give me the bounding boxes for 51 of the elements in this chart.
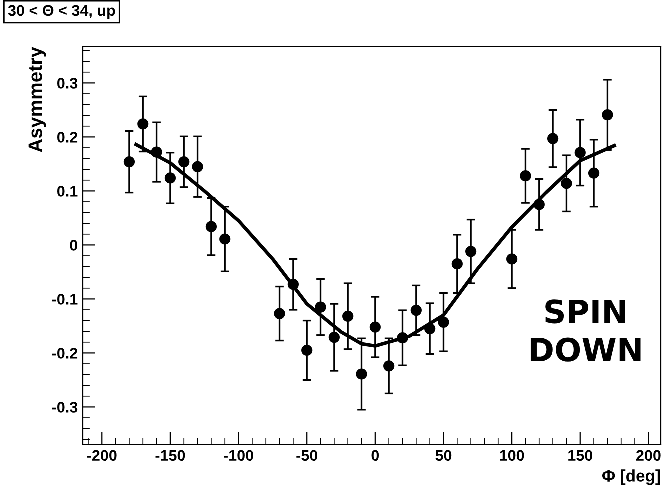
- point: [410, 304, 422, 316]
- point: [151, 146, 162, 158]
- point: [438, 316, 450, 328]
- y-axis-title: Asymmetry: [28, 47, 46, 152]
- x-tick-label: -150: [156, 450, 186, 462]
- y-tick-label: -0.1: [52, 294, 78, 305]
- point: [574, 147, 586, 158]
- point: [220, 234, 231, 245]
- point: [466, 246, 477, 258]
- point: [424, 323, 436, 334]
- y-tick-label: 0.1: [58, 186, 78, 197]
- x-tick-label: 0: [372, 450, 380, 462]
- y-tick-label: -0.3: [52, 402, 78, 413]
- y-tick-label: 0: [70, 240, 78, 251]
- point: [384, 360, 395, 372]
- point: [397, 332, 408, 344]
- point: [370, 322, 381, 333]
- point: [274, 308, 286, 320]
- point: [315, 302, 326, 313]
- point: [506, 254, 518, 265]
- y-tick-label: 0.3: [58, 78, 78, 89]
- point: [328, 332, 340, 344]
- point: [547, 133, 559, 144]
- point: [138, 118, 149, 130]
- point: [342, 310, 354, 322]
- point: [164, 172, 176, 184]
- point: [302, 344, 313, 356]
- chart-title: 30 < Θ < 34, up: [8, 5, 116, 20]
- y-tick-label: -0.2: [52, 348, 78, 359]
- point: [192, 161, 204, 172]
- point: [561, 178, 572, 190]
- annotation: SPIN DOWN: [530, 300, 641, 362]
- x-tick-label: -100: [224, 450, 254, 462]
- point: [588, 168, 600, 179]
- x-tick-label: 150: [568, 450, 592, 462]
- point: [288, 279, 299, 290]
- point: [206, 221, 217, 232]
- point: [602, 109, 614, 121]
- x-tick-label: 200: [636, 450, 661, 462]
- x-tick-label: -200: [87, 450, 117, 462]
- point: [534, 199, 545, 210]
- x-tick-label: 50: [436, 450, 452, 462]
- x-tick-label: -50: [296, 450, 318, 462]
- point: [452, 258, 463, 270]
- point: [178, 156, 190, 168]
- point: [356, 368, 368, 380]
- point: [124, 156, 136, 168]
- point: [520, 170, 532, 182]
- x-axis-title: Φ [deg]: [602, 470, 660, 486]
- x-tick-label: 100: [500, 450, 524, 462]
- y-tick-label: 0.2: [58, 132, 78, 143]
